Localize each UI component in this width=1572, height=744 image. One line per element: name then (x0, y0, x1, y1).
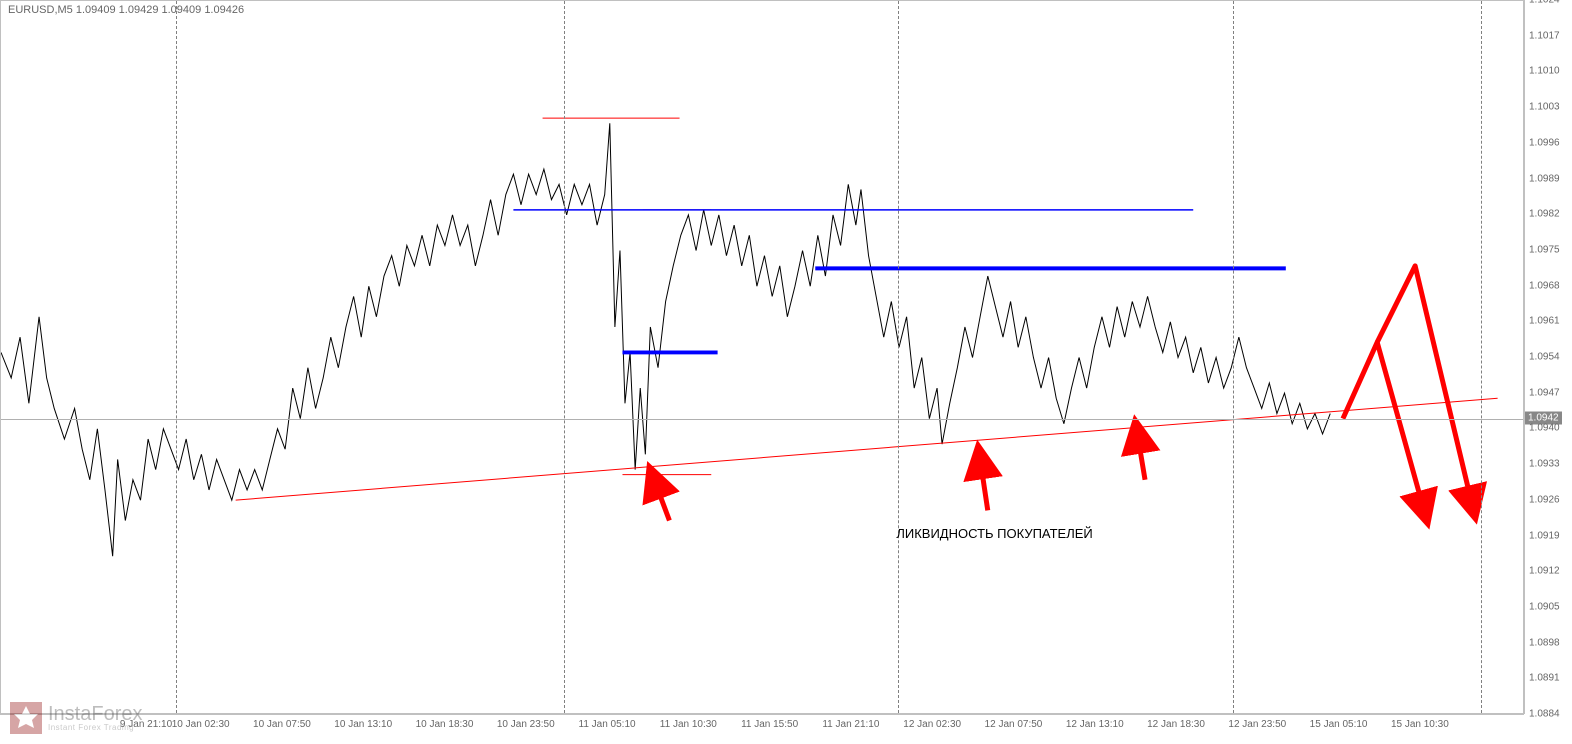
pointer-arrow (654, 480, 669, 521)
y-tick-label: 1.1010 (1529, 66, 1560, 77)
x-tick-label: 10 Jan 23:50 (497, 719, 555, 730)
y-tick-label: 1.0926 (1529, 494, 1560, 505)
x-tick-label: 12 Jan 18:30 (1147, 719, 1205, 730)
y-tick-label: 1.0975 (1529, 244, 1560, 255)
y-tick-label: 1.0961 (1529, 316, 1560, 327)
y-tick-label: 1.1024 (1529, 0, 1560, 6)
y-tick-label: 1.0954 (1529, 352, 1560, 363)
session-divider (898, 1, 899, 713)
x-tick-label: 11 Jan 21:10 (822, 719, 879, 730)
watermark-text: InstaForex Instant Forex Trading (48, 704, 142, 732)
session-divider (1481, 1, 1482, 713)
y-tick-label: 1.0982 (1529, 209, 1560, 220)
x-tick-label: 12 Jan 23:50 (1228, 719, 1286, 730)
watermark-brand: InstaForex (48, 704, 142, 724)
y-axis: 1.1024 1.1017 1.1010 1.1003 1.0996 1.0989 1.09… (1524, 0, 1572, 714)
y-tick-label: 1.0898 (1529, 637, 1560, 648)
current-price-line (1, 419, 1523, 420)
y-tick-label: 1.0884 (1529, 709, 1560, 720)
price-line (1, 123, 1330, 556)
watermark-tagline: Instant Forex Trading (48, 724, 142, 732)
y-tick-label: 1.0989 (1529, 173, 1560, 184)
x-tick-label: 12 Jan 13:10 (1066, 719, 1124, 730)
y-tick-label: 1.0891 (1529, 673, 1560, 684)
chart-ohlc: 1.09409 1.09429 1.09409 1.09426 (76, 4, 244, 16)
x-tick-label: 10 Jan 18:30 (416, 719, 474, 730)
y-tick-label: 1.0912 (1529, 566, 1560, 577)
x-tick-label: 11 Jan 10:30 (660, 719, 717, 730)
plot-area[interactable]: ЛИКВИДНОСТЬ ПОКУПАТЕЛЕЙ (0, 0, 1524, 714)
session-divider (564, 1, 565, 713)
forecast-arrow (1343, 342, 1424, 510)
chart-symbol: EURUSD,M5 (8, 4, 73, 16)
watermark-logo-icon (10, 702, 42, 734)
x-tick-label: 11 Jan 05:10 (579, 719, 636, 730)
y-tick-label: 1.0947 (1529, 387, 1560, 398)
x-tick-label: 15 Jan 05:10 (1310, 719, 1368, 730)
chart-title: EURUSD,M5 1.09409 1.09429 1.09409 1.0942… (8, 4, 244, 16)
session-divider (1233, 1, 1234, 713)
x-tick-label: 12 Jan 02:30 (903, 719, 961, 730)
x-tick-label: 12 Jan 07:50 (985, 719, 1043, 730)
chart-svg (1, 1, 1523, 714)
x-tick-label: 10 Jan 13:10 (334, 719, 392, 730)
watermark: InstaForex Instant Forex Trading (10, 702, 142, 734)
y-tick-label: 1.0933 (1529, 459, 1560, 470)
y-tick-label: 1.0996 (1529, 137, 1560, 148)
x-tick-label: 15 Jan 10:30 (1391, 719, 1449, 730)
session-divider (176, 1, 177, 713)
x-tick-label: 10 Jan 02:30 (172, 719, 230, 730)
annotation-label: ЛИКВИДНОСТЬ ПОКУПАТЕЛЕЙ (896, 526, 1092, 541)
y-tick-label: 1.1017 (1529, 30, 1560, 41)
y-tick-label: 1.0968 (1529, 280, 1560, 291)
x-axis: 9 Jan 21:1010 Jan 02:3010 Jan 07:5010 Ja… (0, 714, 1524, 744)
y-tick-label: 1.1003 (1529, 102, 1560, 113)
chart-container: EURUSD,M5 1.09409 1.09429 1.09409 1.0942… (0, 0, 1572, 744)
x-tick-label: 10 Jan 07:50 (253, 719, 311, 730)
trend-line (236, 398, 1498, 500)
pointer-arrow (980, 459, 988, 510)
x-tick-label: 11 Jan 15:50 (741, 719, 798, 730)
y-tick-label: 1.0940 (1529, 423, 1560, 434)
pointer-arrow (1137, 434, 1145, 480)
y-tick-label: 1.0919 (1529, 530, 1560, 541)
y-tick-label: 1.0905 (1529, 601, 1560, 612)
